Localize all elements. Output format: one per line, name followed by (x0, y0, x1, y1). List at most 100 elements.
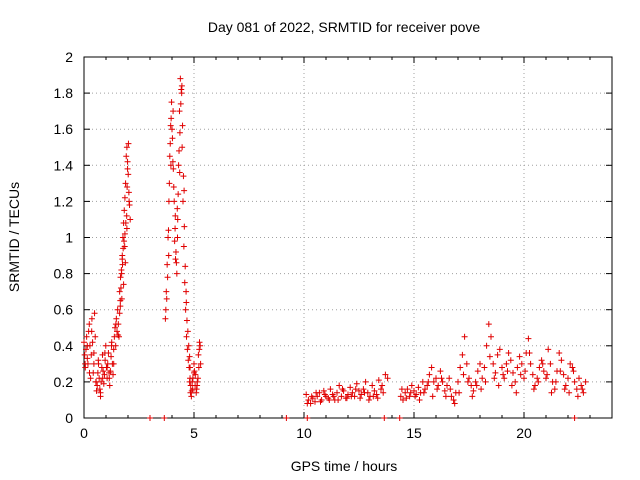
data-point (99, 375, 106, 382)
data-point (194, 382, 201, 389)
data-point (125, 189, 132, 196)
data-point (106, 375, 113, 382)
data-point (303, 391, 310, 398)
data-point (495, 382, 502, 389)
data-point (492, 369, 499, 376)
data-point (468, 382, 475, 389)
data-point (424, 382, 431, 389)
data-point (534, 375, 541, 382)
data-point (334, 389, 340, 396)
data-point (415, 384, 422, 391)
data-point (461, 333, 468, 340)
data-point (110, 346, 117, 353)
data-point (474, 368, 481, 375)
axes (83, 56, 613, 419)
data-point (560, 371, 567, 378)
data-point (197, 360, 204, 367)
data-point (172, 248, 179, 255)
data-point (124, 158, 131, 165)
data-point (420, 389, 427, 396)
data-point (343, 395, 350, 402)
data-point (479, 375, 486, 382)
data-point (379, 382, 386, 389)
data-point (494, 351, 501, 358)
data-point (398, 386, 405, 393)
data-point (525, 335, 532, 342)
data-point (481, 364, 488, 371)
data-point (327, 386, 334, 393)
data-point (82, 360, 89, 367)
data-point (444, 382, 450, 389)
data-point (384, 375, 391, 382)
data-point (518, 360, 525, 367)
data-point (108, 353, 115, 360)
data-point (176, 147, 183, 154)
data-point (87, 375, 94, 382)
data-point (460, 371, 467, 378)
data-point (123, 225, 130, 232)
data-point (382, 371, 389, 378)
data-point (373, 391, 380, 398)
data-point (181, 187, 188, 194)
data-point (438, 375, 445, 382)
data-point (123, 153, 130, 160)
data-point (166, 153, 173, 160)
data-point (561, 386, 568, 393)
data-point (304, 400, 311, 407)
data-point (538, 357, 545, 364)
data-point (184, 346, 191, 353)
data-point (120, 245, 127, 252)
data-point (446, 375, 453, 382)
data-point (172, 212, 179, 219)
y-tick-label: 1.4 (54, 157, 74, 173)
data-point (540, 368, 547, 375)
data-point (175, 162, 182, 169)
data-point (167, 140, 174, 147)
data-point (84, 342, 91, 349)
data-point (339, 386, 346, 393)
data-point (81, 351, 88, 358)
data-point (530, 386, 537, 393)
data-point (552, 378, 559, 385)
data-point (500, 371, 507, 378)
data-point (486, 353, 493, 360)
data-point (178, 90, 185, 97)
data-point (88, 315, 95, 322)
data-point (358, 391, 365, 398)
data-point (172, 225, 179, 232)
data-point (110, 360, 117, 367)
data-point (571, 415, 578, 421)
x-axis-label: GPS time / hours (291, 458, 398, 474)
data-point (176, 108, 183, 115)
data-point (91, 310, 98, 317)
data-point (185, 342, 192, 349)
data-point (147, 415, 153, 421)
data-point (176, 129, 183, 136)
data-point (101, 371, 108, 378)
data-point (169, 135, 176, 142)
data-point (100, 368, 107, 375)
data-point (513, 389, 520, 396)
data-point (473, 382, 480, 389)
data-point (189, 378, 196, 385)
data-point (185, 357, 192, 364)
data-point (490, 360, 497, 367)
data-point (459, 351, 466, 358)
data-point (430, 378, 437, 385)
data-point (121, 238, 128, 245)
data-point (117, 274, 124, 281)
data-point (177, 100, 184, 107)
data-point (527, 360, 534, 367)
data-point (304, 415, 311, 421)
data-point (121, 230, 128, 237)
data-point (102, 357, 109, 364)
data-point (532, 382, 538, 389)
y-tick-label: 0.6 (54, 302, 74, 318)
data-point (485, 321, 492, 328)
data-point (107, 368, 114, 375)
y-tick-label: 0.4 (54, 338, 74, 354)
data-point (171, 238, 178, 245)
data-point (125, 140, 132, 147)
data-point (338, 393, 345, 400)
